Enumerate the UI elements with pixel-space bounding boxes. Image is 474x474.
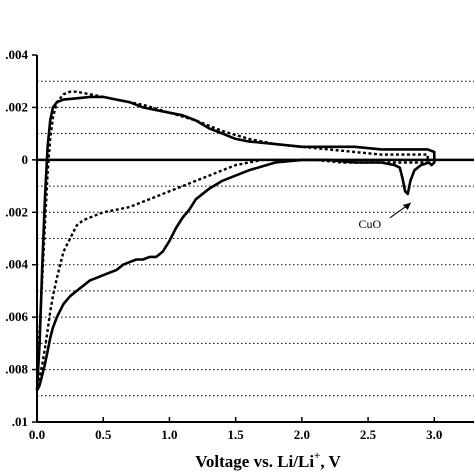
solid-series-line	[35, 95, 436, 392]
y-tick-label: .004	[5, 47, 28, 62]
y-tick-label: .008	[5, 362, 28, 377]
x-tick-label: 0.0	[29, 427, 45, 442]
x-tick-label: 3.0	[426, 427, 442, 442]
y-tick-label: .006	[5, 309, 28, 324]
y-tick-label: .002	[5, 204, 28, 219]
dashed-series-line	[35, 90, 429, 386]
x-tick-label: 1.5	[228, 427, 245, 442]
x-tick-label: 2.5	[360, 427, 377, 442]
annotation-arrow-head	[402, 202, 411, 210]
x-tick-labels: 0.0 0.5 1.0 1.5 2.0 2.5 3.0	[29, 417, 442, 442]
annotations: CuO	[358, 202, 412, 231]
grid-lines	[37, 80, 474, 397]
x-tick-label: 0.5	[95, 427, 112, 442]
x-axis-title: Voltage vs. Li/Li+, V	[195, 450, 341, 471]
y-tick-label: .002	[5, 99, 28, 114]
annotation-label: CuO	[358, 217, 381, 231]
y-tick-labels: .004 .002 0 .002 .004 .006 .008 .01	[5, 47, 37, 429]
axes	[36, 55, 474, 423]
x-tick-label: 2.0	[294, 427, 310, 442]
y-tick-label: 0	[22, 152, 29, 167]
y-tick-label: .004	[5, 257, 28, 272]
data-series	[35, 90, 436, 392]
x-tick-label: 1.0	[161, 427, 177, 442]
y-tick-label: .01	[12, 414, 28, 429]
